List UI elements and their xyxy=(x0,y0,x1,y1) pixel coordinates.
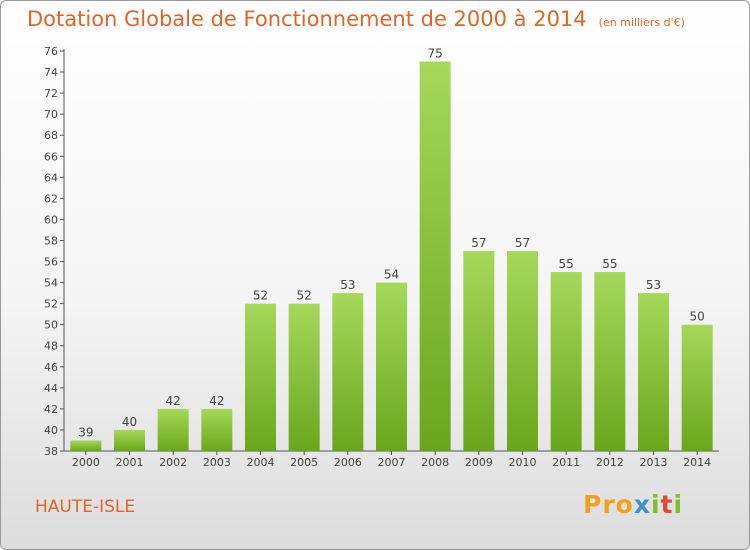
data-label-2003: 42 xyxy=(209,394,224,408)
x-tick-label: 2009 xyxy=(465,456,493,469)
bar-2011 xyxy=(550,272,582,451)
y-tick-label: 38 xyxy=(44,445,58,458)
bar-2008 xyxy=(419,61,451,452)
y-tick-label: 54 xyxy=(44,277,58,290)
bar-2010 xyxy=(507,251,538,451)
bar-2002 xyxy=(157,408,189,451)
bar-2005 xyxy=(288,303,320,451)
x-axis: 2000 2001 2002 2003 2004 2005 2006 2007 2008 2009… xyxy=(64,450,719,469)
y-tick-label: 46 xyxy=(44,361,58,374)
commune-name: HAUTE-ISLE xyxy=(35,497,136,517)
chart-title-text: Dotation Globale de Fonctionnement de 20… xyxy=(27,7,587,31)
bar-2006 xyxy=(332,293,364,451)
y-tick-label: 70 xyxy=(44,108,58,121)
x-tick-label: 2001 xyxy=(116,456,144,469)
bar-2001 xyxy=(114,429,145,451)
y-tick-label: 68 xyxy=(44,129,58,142)
data-label-2001: 40 xyxy=(122,415,137,429)
x-tick-label: 2000 xyxy=(72,456,100,469)
bar-2013 xyxy=(638,293,669,451)
x-tick-label: 2014 xyxy=(683,456,711,469)
y-tick-label: 42 xyxy=(44,403,58,416)
y-tick-label: 40 xyxy=(44,424,58,437)
bar-2000 xyxy=(70,440,102,451)
data-label-2005: 52 xyxy=(297,289,312,303)
logo-part-3: i xyxy=(650,490,661,519)
chart-unit: (en milliers d'€) xyxy=(598,16,685,29)
y-tick-label: 62 xyxy=(44,192,58,205)
data-label-2011: 55 xyxy=(559,257,574,271)
x-tick-label: 2013 xyxy=(640,456,668,469)
y-tick-label: 48 xyxy=(44,340,58,353)
proxiti-logo[interactable]: Proxiti xyxy=(583,490,683,519)
data-label-2014: 50 xyxy=(690,310,705,324)
y-tick-label: 72 xyxy=(44,87,58,100)
x-tick-label: 2008 xyxy=(421,456,449,469)
x-tick-label: 2010 xyxy=(509,456,537,469)
x-tick-label: 2006 xyxy=(334,456,362,469)
y-tick-label: 56 xyxy=(44,256,58,269)
data-label-2008: 75 xyxy=(428,47,443,61)
y-tick-label: 52 xyxy=(44,298,58,311)
y-tick-label: 60 xyxy=(44,213,58,226)
data-labels: 39 40 42 42 52 52 53 54 75 57 57 55 55 53 50 xyxy=(78,47,705,440)
x-tick-label: 2011 xyxy=(552,456,580,469)
data-label-2013: 53 xyxy=(646,278,661,292)
x-tick-label: 2002 xyxy=(159,456,187,469)
y-tick-label: 58 xyxy=(44,234,58,247)
y-tick-label: 66 xyxy=(44,150,58,163)
x-tick-label: 2005 xyxy=(290,456,318,469)
logo-part-5: i xyxy=(673,490,684,519)
x-tick-label: 2004 xyxy=(247,456,275,469)
bar-2003 xyxy=(201,408,233,451)
data-label-2002: 42 xyxy=(166,394,181,408)
bars xyxy=(70,61,713,452)
logo-part-1: Pro xyxy=(583,490,634,519)
y-tick-label: 64 xyxy=(44,171,58,184)
y-axis: 38 40 42 44 46 48 50 52 54 56 58 60 62 64 66 68 70 72 74 76 xyxy=(44,45,65,458)
x-tick-label: 2007 xyxy=(378,456,406,469)
bar-2007 xyxy=(376,282,407,451)
logo-part-2: x xyxy=(633,490,651,519)
y-tick-label: 74 xyxy=(44,66,58,79)
bar-2014 xyxy=(681,324,713,451)
logo-part-4: t xyxy=(660,490,674,519)
data-label-2006: 53 xyxy=(340,278,355,292)
y-tick-label: 44 xyxy=(44,382,58,395)
x-tick-label: 2003 xyxy=(203,456,231,469)
data-label-2007: 54 xyxy=(384,268,399,282)
x-tick-label: 2012 xyxy=(596,456,624,469)
data-label-2009: 57 xyxy=(471,236,486,250)
y-tick-label: 76 xyxy=(44,45,58,58)
bar-2009 xyxy=(463,251,495,451)
y-tick-label: 50 xyxy=(44,319,58,332)
data-label-2004: 52 xyxy=(253,289,268,303)
bar-2012 xyxy=(594,272,626,451)
bar-2004 xyxy=(245,303,276,451)
chart-title: Dotation Globale de Fonctionnement de 20… xyxy=(27,7,685,31)
data-label-2010: 57 xyxy=(515,236,530,250)
data-label-2012: 55 xyxy=(602,257,617,271)
data-label-2000: 39 xyxy=(78,425,93,439)
